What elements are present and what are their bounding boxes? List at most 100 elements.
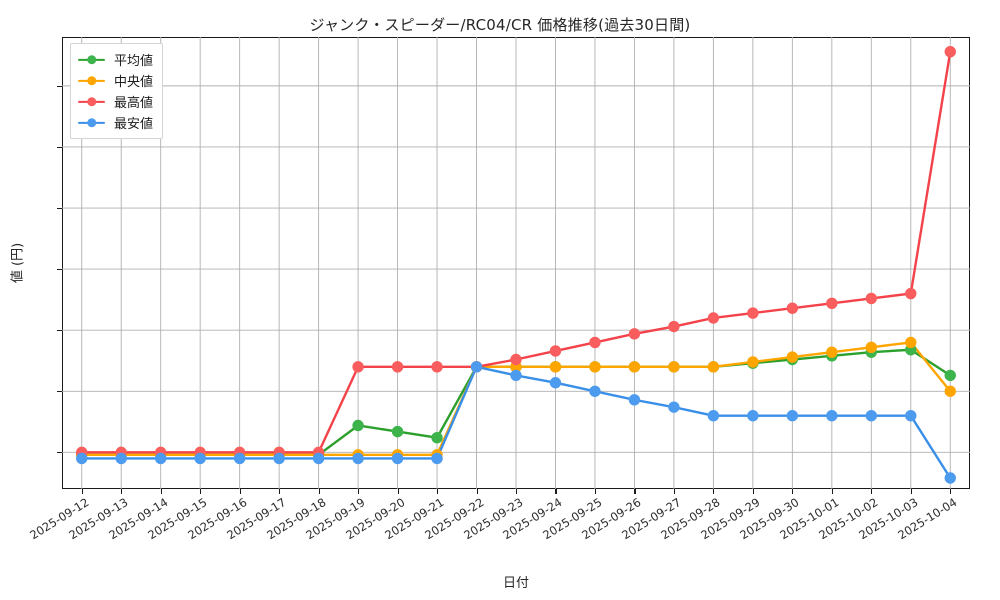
chart-legend: 平均値中央値最高値最安値 xyxy=(70,43,164,139)
x-axis-tick-mark xyxy=(871,489,873,494)
x-axis-tick-mark xyxy=(279,489,281,494)
y-axis-label: 値 (円) xyxy=(10,242,26,284)
data-point xyxy=(352,452,364,465)
series-line-最安値 xyxy=(80,365,952,480)
x-axis-tick-mark xyxy=(792,489,794,494)
x-axis-tick-mark xyxy=(318,489,320,494)
legend-item-最安値[interactable]: 最安値 xyxy=(78,112,153,133)
legend-label: 最安値 xyxy=(114,117,154,132)
data-point xyxy=(431,431,443,444)
data-point xyxy=(589,336,601,349)
chart-title: ジャンク・スピーダー/RC04/CR 価格推移(過去30日間) xyxy=(309,16,691,34)
data-point xyxy=(944,45,956,58)
data-point xyxy=(233,452,246,465)
data-point xyxy=(668,320,680,333)
data-point xyxy=(549,361,562,373)
data-point xyxy=(589,385,601,397)
x-axis-tick-mark xyxy=(358,489,360,494)
x-axis-tick-mark xyxy=(160,489,162,494)
x-axis-tick-mark xyxy=(950,489,952,494)
data-point xyxy=(155,452,167,465)
x-axis-tick-mark xyxy=(594,489,597,494)
legend-label: 中央値 xyxy=(114,75,154,90)
data-point xyxy=(510,369,522,382)
data-point xyxy=(312,452,325,465)
series-line-最高値 xyxy=(80,50,952,454)
data-point xyxy=(628,394,641,406)
data-point xyxy=(786,410,799,422)
data-point xyxy=(194,452,206,465)
x-axis-tick-mark xyxy=(437,489,439,494)
data-point xyxy=(826,297,838,310)
x-axis-tick-mark xyxy=(713,489,715,494)
data-point xyxy=(431,361,443,373)
x-axis-tick-mark xyxy=(81,489,83,494)
data-point xyxy=(391,425,404,438)
data-point xyxy=(707,361,720,373)
data-point xyxy=(786,302,799,314)
legend-label: 平均値 xyxy=(114,54,154,69)
legend-item-中央値[interactable]: 中央値 xyxy=(78,70,153,91)
y-axis-tick-mark xyxy=(57,269,62,271)
y-axis-tick-mark xyxy=(57,146,62,149)
data-point xyxy=(786,351,799,363)
data-point xyxy=(510,353,522,366)
legend-label: 最高値 xyxy=(114,96,154,111)
data-point xyxy=(273,452,285,465)
legend-item-平均値[interactable]: 平均値 xyxy=(78,49,153,70)
x-axis-tick-mark xyxy=(555,489,557,494)
data-point xyxy=(747,307,759,319)
data-point xyxy=(707,410,720,422)
legend-item-最高値[interactable]: 最高値 xyxy=(78,91,153,112)
x-axis-tick-mark xyxy=(476,489,478,494)
y-axis-tick-mark xyxy=(57,85,62,87)
data-point xyxy=(589,361,601,373)
legend-marker-icon xyxy=(78,96,105,108)
data-point xyxy=(391,361,404,373)
x-axis-tick-mark xyxy=(752,489,754,494)
data-point xyxy=(865,292,877,305)
data-point xyxy=(826,410,838,422)
y-axis-tick-mark xyxy=(57,452,62,454)
data-point xyxy=(668,401,680,413)
x-axis-tick-mark xyxy=(239,489,241,494)
x-axis-label: 日付 xyxy=(502,576,529,591)
legend-marker-icon xyxy=(78,54,105,66)
x-axis-tick-mark xyxy=(634,489,636,494)
data-point xyxy=(628,328,641,340)
data-point xyxy=(747,410,759,422)
data-point xyxy=(944,385,956,397)
data-point xyxy=(431,452,443,465)
data-point xyxy=(905,336,917,349)
y-axis-tick-mark xyxy=(57,330,62,332)
data-point xyxy=(944,369,956,382)
x-axis-tick-mark xyxy=(121,489,123,494)
y-axis-tick-mark xyxy=(57,391,62,393)
data-point xyxy=(352,361,364,373)
data-point xyxy=(549,345,562,357)
x-axis-tick-mark xyxy=(831,489,833,494)
data-point xyxy=(115,452,127,465)
data-point xyxy=(470,361,483,373)
data-point xyxy=(865,410,877,422)
x-axis-tick-mark xyxy=(673,489,675,494)
data-point xyxy=(905,287,917,300)
legend-marker-icon xyxy=(78,117,105,129)
data-point xyxy=(668,361,680,373)
legend-marker-icon xyxy=(78,75,105,87)
data-point xyxy=(944,472,956,484)
y-axis-tick-mark xyxy=(57,208,62,210)
x-axis-tick-mark xyxy=(516,489,518,494)
x-axis-tick-mark xyxy=(397,489,399,494)
data-point xyxy=(76,452,88,465)
data-point xyxy=(707,312,720,324)
data-point xyxy=(391,452,404,465)
data-point xyxy=(865,341,877,353)
x-axis-tick-mark xyxy=(910,489,912,494)
data-point xyxy=(826,346,838,358)
data-point xyxy=(628,361,641,373)
data-point xyxy=(747,356,759,368)
data-point xyxy=(352,419,364,432)
